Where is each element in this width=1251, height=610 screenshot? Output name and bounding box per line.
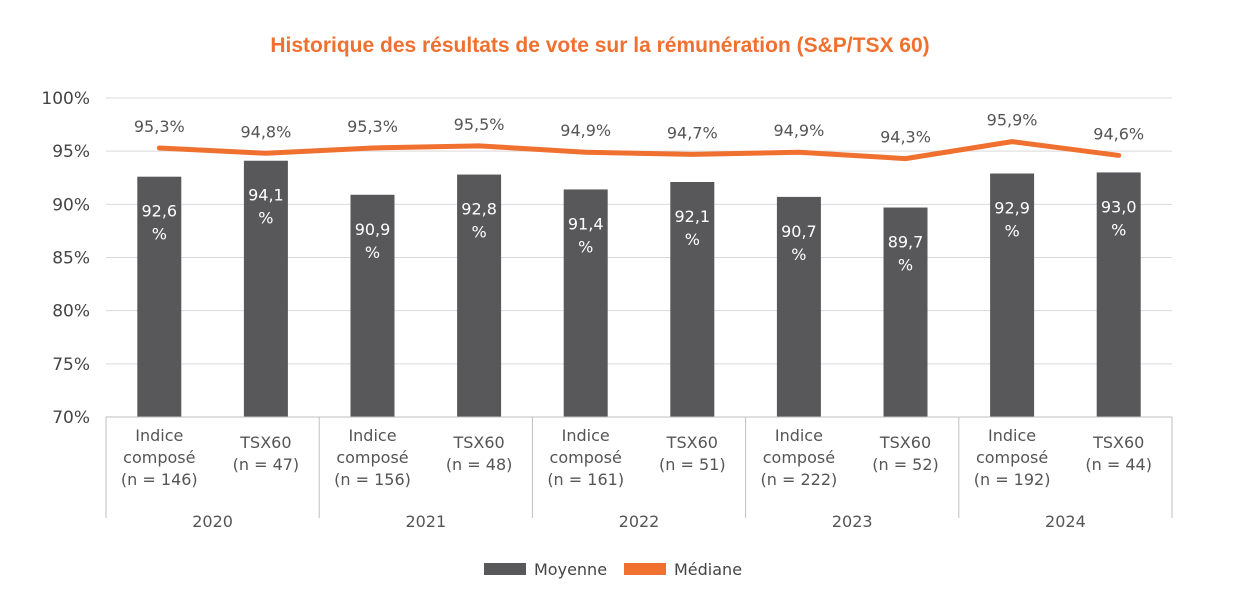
bar: [776, 196, 821, 417]
legend-swatch-mediane: [624, 563, 666, 575]
y-tick-label: 100%: [41, 89, 90, 109]
x-group-label: 2022: [619, 512, 660, 531]
x-group-label: 2023: [832, 512, 873, 531]
bar: [990, 173, 1035, 417]
bar: [457, 174, 502, 417]
bar: [243, 160, 288, 417]
x-category-label: TSX60 (n = 51): [659, 433, 726, 474]
bar-data-label: 92,1%: [674, 207, 710, 249]
x-group-label: 2024: [1045, 512, 1086, 531]
bar-data-label: 93,0%: [1101, 197, 1137, 239]
line-data-label: 94,3%: [880, 128, 931, 147]
legend-swatch-moyenne: [484, 563, 526, 575]
line-data-label: 95,3%: [134, 117, 185, 136]
bar: [137, 176, 182, 417]
y-tick-label: 70%: [52, 408, 90, 428]
bar-data-label: 94,1%: [248, 186, 284, 228]
line-data-label: 94,9%: [773, 121, 824, 140]
y-axis: 70% 75% 80% 85% 90% 95% 100%: [41, 89, 90, 428]
x-category-label: TSX60 (n = 52): [872, 433, 939, 474]
bar-data-label: 92,6%: [141, 202, 177, 244]
line-data-label: 95,5%: [454, 115, 505, 134]
x-category-label: Indice composé (n = 156): [334, 426, 411, 489]
line-data-label: 94,7%: [667, 123, 718, 142]
bar: [1096, 172, 1141, 417]
y-tick-label: 75%: [52, 355, 90, 375]
median-line: [156, 139, 1122, 162]
bar-series-moyenne: 92,6 % 94,1 % 90,9 % 92,8% 91,4 % 92,1% 90,7 % 89,7%…: [137, 160, 1141, 417]
legend: Moyenne Médiane: [484, 560, 742, 579]
bar-data-label: 91,4%: [568, 214, 604, 256]
x-category-label: TSX60 (n = 48): [446, 433, 513, 474]
bar-data-label: 92,9%: [994, 198, 1030, 240]
bar: [350, 194, 395, 417]
legend-label-moyenne: Moyenne: [534, 560, 607, 579]
chart-title: Historique des résultats de vote sur la …: [270, 34, 929, 57]
x-category-label: Indice composé (n = 146): [121, 426, 198, 489]
bar-data-label: 89,7%: [888, 233, 924, 275]
x-group-label: 2021: [405, 512, 446, 531]
x-category-label: Indice composé (n = 222): [761, 426, 838, 489]
line-data-label: 94,6%: [1093, 124, 1144, 143]
line-data-label: 95,9%: [987, 111, 1038, 130]
bar: [563, 189, 608, 417]
y-tick-label: 90%: [52, 195, 90, 215]
y-tick-label: 85%: [52, 249, 90, 269]
bar-data-label: 90,7%: [781, 222, 817, 264]
bar-data-label: 92,8%: [461, 200, 497, 242]
y-tick-label: 95%: [52, 142, 90, 162]
legend-label-mediane: Médiane: [674, 560, 742, 579]
line-data-label: 94,8%: [240, 122, 291, 141]
line-data-label: 95,3%: [347, 117, 398, 136]
bar: [670, 182, 715, 417]
bar: [883, 207, 928, 417]
x-category-label: TSX60 (n = 44): [1085, 433, 1152, 474]
line-data-label: 94,9%: [560, 121, 611, 140]
bar-data-label: 90,9%: [355, 220, 391, 262]
y-tick-label: 80%: [52, 302, 90, 322]
x-group-label: 2020: [192, 512, 233, 531]
x-category-label: Indice composé (n = 161): [547, 426, 624, 489]
x-category-label: TSX60 (n = 47): [233, 433, 300, 474]
x-axis: Indice composé (n = 146) TSX60 (n = 47) Indic…: [105, 416, 1173, 531]
line-series-mediane: 95,3% 94,8% 95,3% 95,5% 94,9% 94,7% 94,9% 94,3%…: [134, 111, 1144, 162]
x-category-label: Indice composé (n = 192): [974, 426, 1051, 489]
